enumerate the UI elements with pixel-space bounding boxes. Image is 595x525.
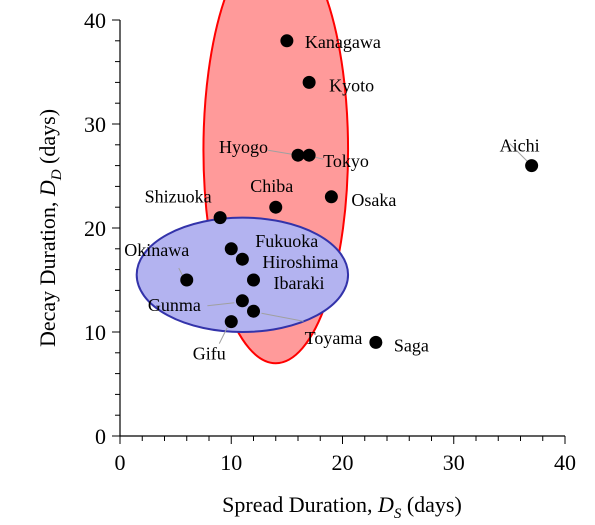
data-point-kanagawa [280,34,294,48]
y-tick-label: 40 [84,8,106,33]
point-label-layer: Kanagawa Kyoto Aichi Hyogo Tokyo Chiba Osaka Sh… [124,32,539,364]
point-label-tokyo: Tokyo [323,151,369,171]
x-tick-label: 40 [554,450,576,475]
data-point-ibaraki [247,273,260,287]
y-tick-label: 0 [95,424,106,449]
axes: 0 10 20 30 40 0 10 20 30 40 [84,8,576,475]
x-tick-label: 20 [332,450,354,475]
x-tick-label: 10 [220,450,242,475]
x-tick-label: 30 [443,450,465,475]
point-label-gifu: Gifu [193,344,226,364]
point-label-chiba: Chiba [250,176,293,196]
x-tick-label: 0 [115,450,126,475]
y-tick-label: 10 [84,320,106,345]
y-axis-title: Decay Duration, DD (days) [35,109,65,347]
leader-line-aichi [509,143,528,162]
point-label-toyama: Toyama [305,328,363,348]
point-label-hyogo: Hyogo [219,137,268,157]
point-label-fukuoka: Fukuoka [255,231,318,251]
point-label-ibaraki: Ibaraki [274,273,325,293]
point-label-saga: Saga [394,335,429,355]
data-point-saga [369,335,383,349]
point-label-shizuoka: Shizuoka [145,187,212,207]
data-point-chiba [269,200,283,214]
leader-line-layer [178,143,528,344]
data-point-hiroshima [235,252,249,266]
point-label-gunma: Gunma [148,295,201,315]
point-label-aichi: Aichi [500,136,540,156]
leader-line-hyogo [267,149,293,155]
x-axis-title: Spread Duration, DS (days) [222,492,462,522]
data-point-hyogo [291,148,305,162]
data-point-fukuoka [224,242,238,256]
y-tick-label: 30 [84,112,106,137]
data-point-tokyo [302,148,316,162]
data-point-gifu [224,315,238,329]
leader-line-okinawa [178,267,184,277]
group-region-2 [135,216,350,333]
leader-line-gunma [207,302,235,307]
region-layer [135,0,350,365]
data-point-okinawa [180,273,194,287]
point-layer [180,34,539,349]
leader-line-gifu [218,327,228,344]
point-label-kyoto: Kyoto [329,75,374,95]
leader-line-toyama [261,312,304,322]
point-label-hiroshima: Hiroshima [262,252,338,272]
point-label-osaka: Osaka [351,190,396,210]
data-point-aichi [525,159,539,173]
point-label-kanagawa: Kanagawa [305,32,381,52]
data-point-osaka [324,190,338,204]
data-point-kyoto [302,75,316,89]
data-point-gunma [235,294,249,308]
point-label-okinawa: Okinawa [124,240,189,260]
data-point-toyama [247,304,260,318]
data-point-shizuoka [213,211,227,225]
y-tick-label: 20 [84,216,106,241]
